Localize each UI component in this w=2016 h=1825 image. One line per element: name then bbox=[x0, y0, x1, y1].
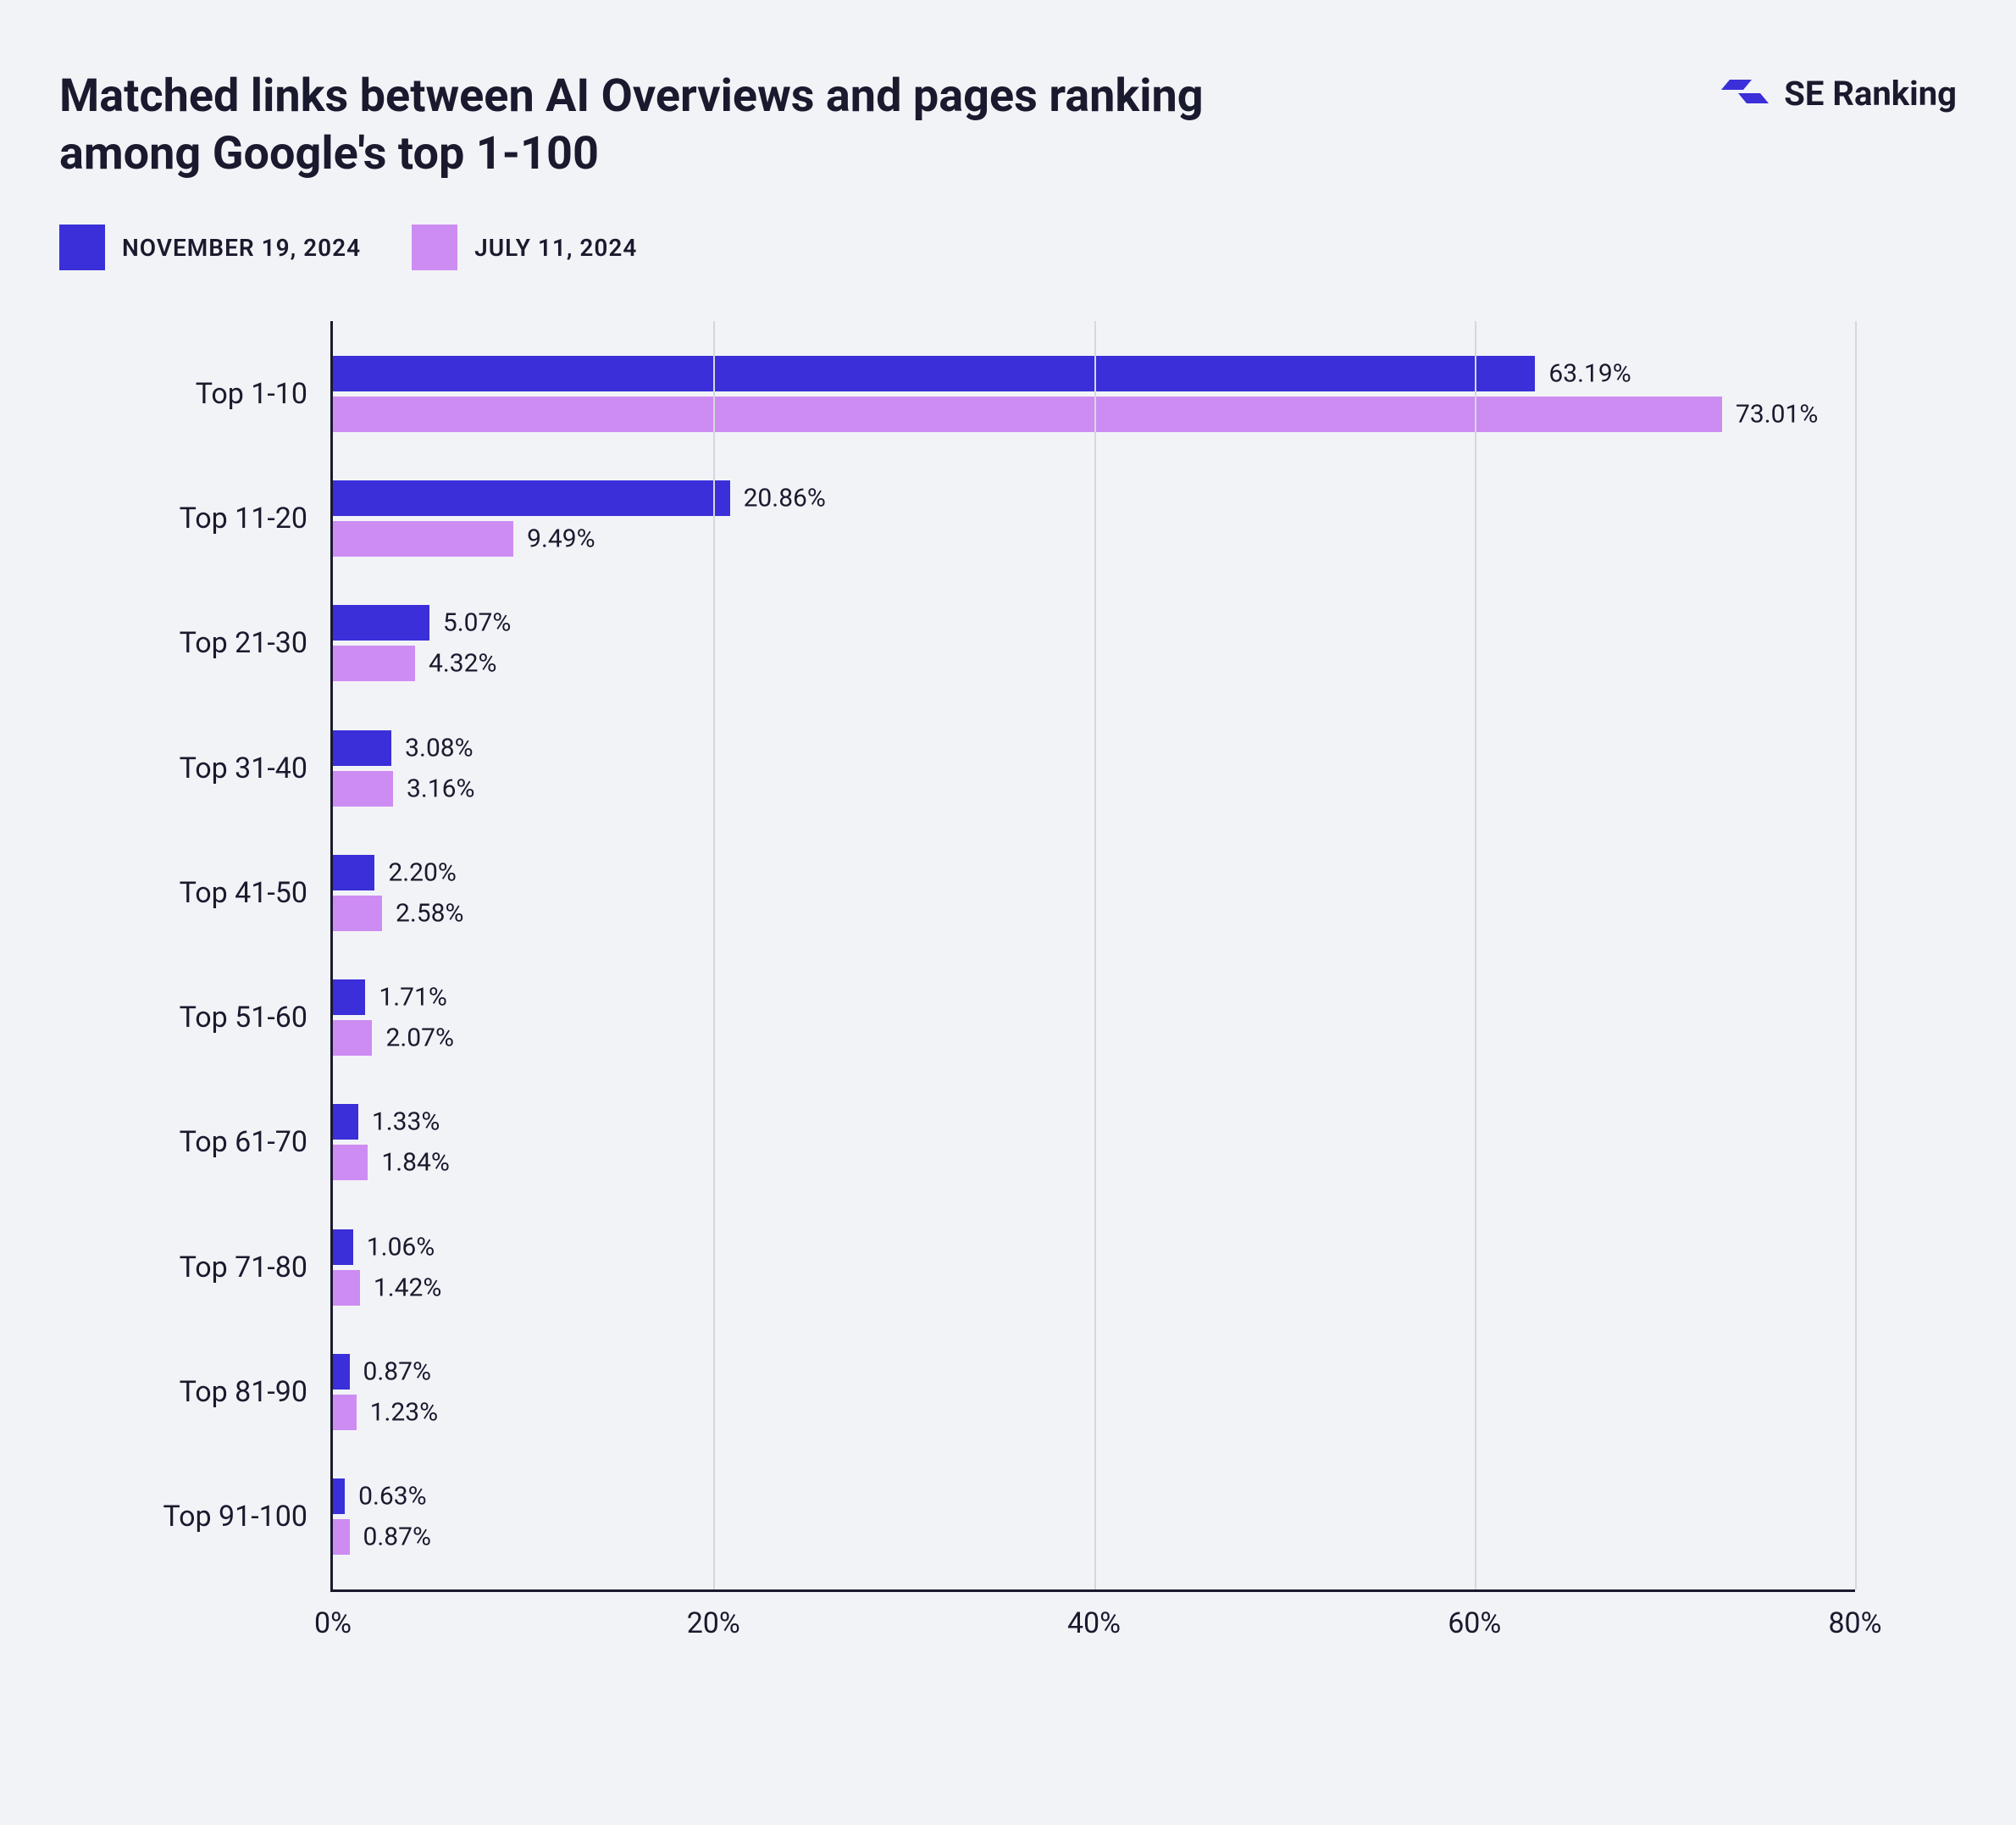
bar-s2: 1.84% bbox=[333, 1145, 368, 1180]
bar-value-label: 73.01% bbox=[1736, 399, 1818, 429]
legend-swatch-series1 bbox=[59, 225, 105, 270]
plot-area: Top 1-1063.19%73.01%Top 11-2020.86%9.49%… bbox=[330, 321, 1855, 1592]
grid-line bbox=[1094, 321, 1096, 1589]
bar-value-label: 3.08% bbox=[405, 733, 473, 763]
bar-s2: 2.07% bbox=[333, 1020, 372, 1056]
legend-label-series1: NOVEMBER 19, 2024 bbox=[122, 234, 361, 262]
grid-line bbox=[713, 321, 715, 1589]
grid-line bbox=[1475, 321, 1476, 1589]
bar-value-label: 1.33% bbox=[372, 1107, 440, 1137]
bar-s2: 9.49% bbox=[333, 521, 513, 557]
bar-s1: 0.63% bbox=[333, 1478, 345, 1514]
bar-s1: 2.20% bbox=[333, 855, 374, 890]
bar-value-label: 1.71% bbox=[379, 983, 446, 1012]
category-label: Top 51-60 bbox=[180, 1001, 307, 1035]
bar-value-label: 9.49% bbox=[527, 524, 595, 553]
bar-value-label: 63.19% bbox=[1548, 358, 1631, 388]
x-axis-tick: 20% bbox=[687, 1606, 740, 1640]
bar-s2: 0.87% bbox=[333, 1519, 350, 1555]
x-axis-tick: 40% bbox=[1067, 1606, 1121, 1640]
category-label: Top 71-80 bbox=[180, 1251, 307, 1284]
brand-name: SE Ranking bbox=[1784, 74, 1957, 114]
bar-value-label: 1.84% bbox=[381, 1148, 449, 1178]
category-label: Top 61-70 bbox=[180, 1125, 307, 1159]
x-axis-tick: 0% bbox=[314, 1606, 352, 1640]
bar-value-label: 3.16% bbox=[407, 774, 474, 803]
bar-s2: 1.42% bbox=[333, 1270, 360, 1306]
grid-line bbox=[1855, 321, 1857, 1589]
category-label: Top 91-100 bbox=[163, 1500, 308, 1534]
bar-value-label: 5.07% bbox=[443, 608, 511, 638]
category-label: Top 41-50 bbox=[180, 876, 307, 910]
bar-s2: 1.23% bbox=[333, 1395, 357, 1430]
category-label: Top 11-20 bbox=[180, 502, 307, 535]
bar-s1: 5.07% bbox=[333, 605, 429, 641]
bar-value-label: 1.23% bbox=[370, 1398, 438, 1428]
x-axis-tick: 80% bbox=[1828, 1606, 1881, 1640]
legend: NOVEMBER 19, 2024 JULY 11, 2024 bbox=[59, 225, 1957, 270]
category-label: Top 21-30 bbox=[180, 626, 307, 660]
bar-value-label: 0.87% bbox=[363, 1357, 431, 1387]
bar-s1: 63.19% bbox=[333, 356, 1535, 391]
bar-value-label: 1.06% bbox=[367, 1232, 435, 1262]
brand: SE Ranking bbox=[1721, 68, 1957, 119]
bar-s2: 4.32% bbox=[333, 646, 415, 681]
bar-value-label: 2.20% bbox=[388, 857, 456, 887]
chart: Top 1-1063.19%73.01%Top 11-2020.86%9.49%… bbox=[330, 321, 1855, 1694]
chart-title: Matched links between AI Overviews and p… bbox=[59, 68, 1330, 182]
legend-item-series1: NOVEMBER 19, 2024 bbox=[59, 225, 361, 270]
bar-value-label: 2.58% bbox=[396, 898, 463, 928]
category-label: Top 1-10 bbox=[196, 377, 307, 411]
bar-s1: 3.08% bbox=[333, 730, 391, 766]
legend-item-series2: JULY 11, 2024 bbox=[412, 225, 637, 270]
bar-value-label: 0.63% bbox=[358, 1482, 426, 1512]
bar-s1: 1.06% bbox=[333, 1229, 353, 1265]
bar-s1: 1.33% bbox=[333, 1104, 358, 1140]
bar-s1: 1.71% bbox=[333, 979, 365, 1015]
bar-value-label: 0.87% bbox=[363, 1523, 431, 1552]
category-label: Top 81-90 bbox=[180, 1375, 307, 1409]
bar-s2: 3.16% bbox=[333, 771, 393, 807]
bar-s1: 20.86% bbox=[333, 480, 730, 516]
bar-value-label: 2.07% bbox=[385, 1023, 453, 1053]
header: Matched links between AI Overviews and p… bbox=[59, 68, 1957, 182]
bar-value-label: 20.86% bbox=[744, 483, 826, 513]
legend-label-series2: JULY 11, 2024 bbox=[474, 234, 637, 262]
x-axis-tick: 60% bbox=[1448, 1606, 1501, 1640]
brand-logo-icon bbox=[1721, 68, 1769, 119]
bar-value-label: 4.32% bbox=[429, 649, 496, 679]
bar-value-label: 1.42% bbox=[374, 1273, 441, 1302]
bar-s2: 2.58% bbox=[333, 896, 382, 931]
legend-swatch-series2 bbox=[412, 225, 457, 270]
bar-s2: 73.01% bbox=[333, 397, 1722, 432]
category-label: Top 31-40 bbox=[180, 752, 307, 785]
bar-s1: 0.87% bbox=[333, 1354, 350, 1390]
